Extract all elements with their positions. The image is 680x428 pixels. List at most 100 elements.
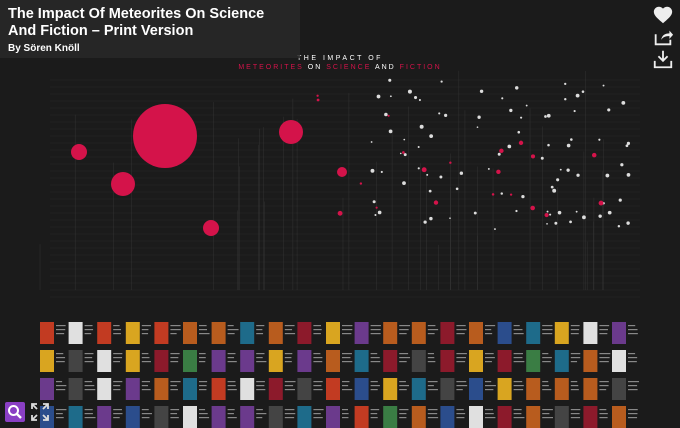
book-cover (297, 378, 312, 400)
cover-caption (485, 329, 492, 331)
dot (433, 200, 439, 205)
dot (573, 109, 576, 113)
cover-caption (485, 381, 492, 383)
dot (419, 124, 424, 129)
cover-caption (628, 389, 638, 391)
cover-caption (227, 329, 239, 331)
cover-caption (284, 325, 295, 327)
title-word: ON (308, 64, 323, 71)
book-cover (183, 406, 197, 428)
cover-caption (427, 361, 436, 363)
circle (133, 104, 197, 168)
circle (279, 120, 303, 144)
cover-caption (427, 417, 439, 419)
cover-caption (427, 381, 438, 383)
dot (372, 200, 376, 204)
dot (515, 86, 519, 90)
cover-caption (399, 417, 407, 419)
book-cover (554, 378, 569, 400)
cover-caption (313, 417, 323, 419)
share-button[interactable] (652, 26, 674, 48)
cover-caption (370, 409, 380, 411)
cover-caption (513, 357, 523, 359)
dot (605, 173, 610, 178)
book-cover (554, 406, 569, 428)
cover-caption (570, 361, 578, 363)
cover-caption (628, 333, 638, 335)
cover-caption (170, 333, 177, 335)
cover-caption (113, 329, 121, 331)
dot (507, 144, 512, 149)
cover-caption (570, 333, 579, 335)
book-cover (211, 322, 226, 344)
dot (566, 168, 570, 172)
cover-caption (542, 357, 552, 359)
search-button[interactable] (5, 402, 25, 422)
cover-caption (570, 357, 581, 359)
dot (564, 98, 567, 101)
dot (370, 141, 373, 143)
dot (509, 193, 513, 196)
cover-caption (599, 417, 608, 419)
book-cover (526, 406, 541, 428)
book-cover (326, 322, 340, 344)
book-cover (68, 378, 83, 400)
fullscreen-button[interactable] (29, 401, 51, 423)
cover-caption (628, 385, 638, 387)
cover-caption (84, 357, 93, 359)
cover-caption (370, 357, 380, 359)
dot (377, 210, 382, 215)
dot (428, 189, 432, 193)
cover-caption (84, 389, 96, 391)
cover-caption (313, 409, 324, 411)
book-cover (383, 350, 398, 372)
cover-caption (513, 353, 524, 355)
cover-caption (170, 385, 177, 387)
cover-caption (141, 353, 149, 355)
cover-caption (313, 333, 321, 335)
cover-caption (456, 333, 465, 335)
cover-caption (599, 353, 611, 355)
book-cover (383, 378, 398, 400)
cover-caption (284, 333, 296, 335)
cover-caption (199, 333, 210, 335)
dot (520, 116, 523, 119)
book-cover (326, 350, 340, 372)
book-cover (440, 406, 455, 428)
cover-caption (628, 353, 636, 355)
cover-caption (599, 389, 607, 391)
cover-caption (170, 357, 179, 359)
book-cover (154, 406, 169, 428)
cover-caption (170, 409, 180, 411)
dot (564, 82, 567, 86)
cover-caption (170, 325, 181, 327)
cover-caption (599, 409, 607, 411)
dot (625, 144, 629, 148)
cover-caption (427, 333, 435, 335)
cover-caption (170, 413, 178, 415)
book-cover (497, 322, 512, 344)
cover-caption (399, 325, 411, 327)
cover-caption (370, 333, 381, 335)
book-cover (125, 350, 140, 372)
cover-caption (456, 325, 466, 327)
dot (626, 221, 630, 225)
book-cover (268, 350, 283, 372)
dot (569, 220, 572, 224)
dot (494, 228, 496, 230)
book-cover (411, 350, 426, 372)
cover-caption (141, 413, 152, 415)
dot (418, 99, 421, 102)
book-cover (68, 322, 83, 344)
cover-caption (170, 417, 179, 419)
cover-caption (513, 417, 525, 419)
cover-caption (141, 385, 149, 387)
circle (71, 144, 87, 160)
cover-caption (570, 413, 580, 415)
cover-caption (199, 361, 206, 363)
cover-caption (56, 417, 64, 419)
download-button[interactable] (652, 48, 674, 70)
cover-caption (485, 333, 493, 335)
cover-caption (141, 325, 151, 327)
like-button[interactable] (652, 4, 674, 26)
